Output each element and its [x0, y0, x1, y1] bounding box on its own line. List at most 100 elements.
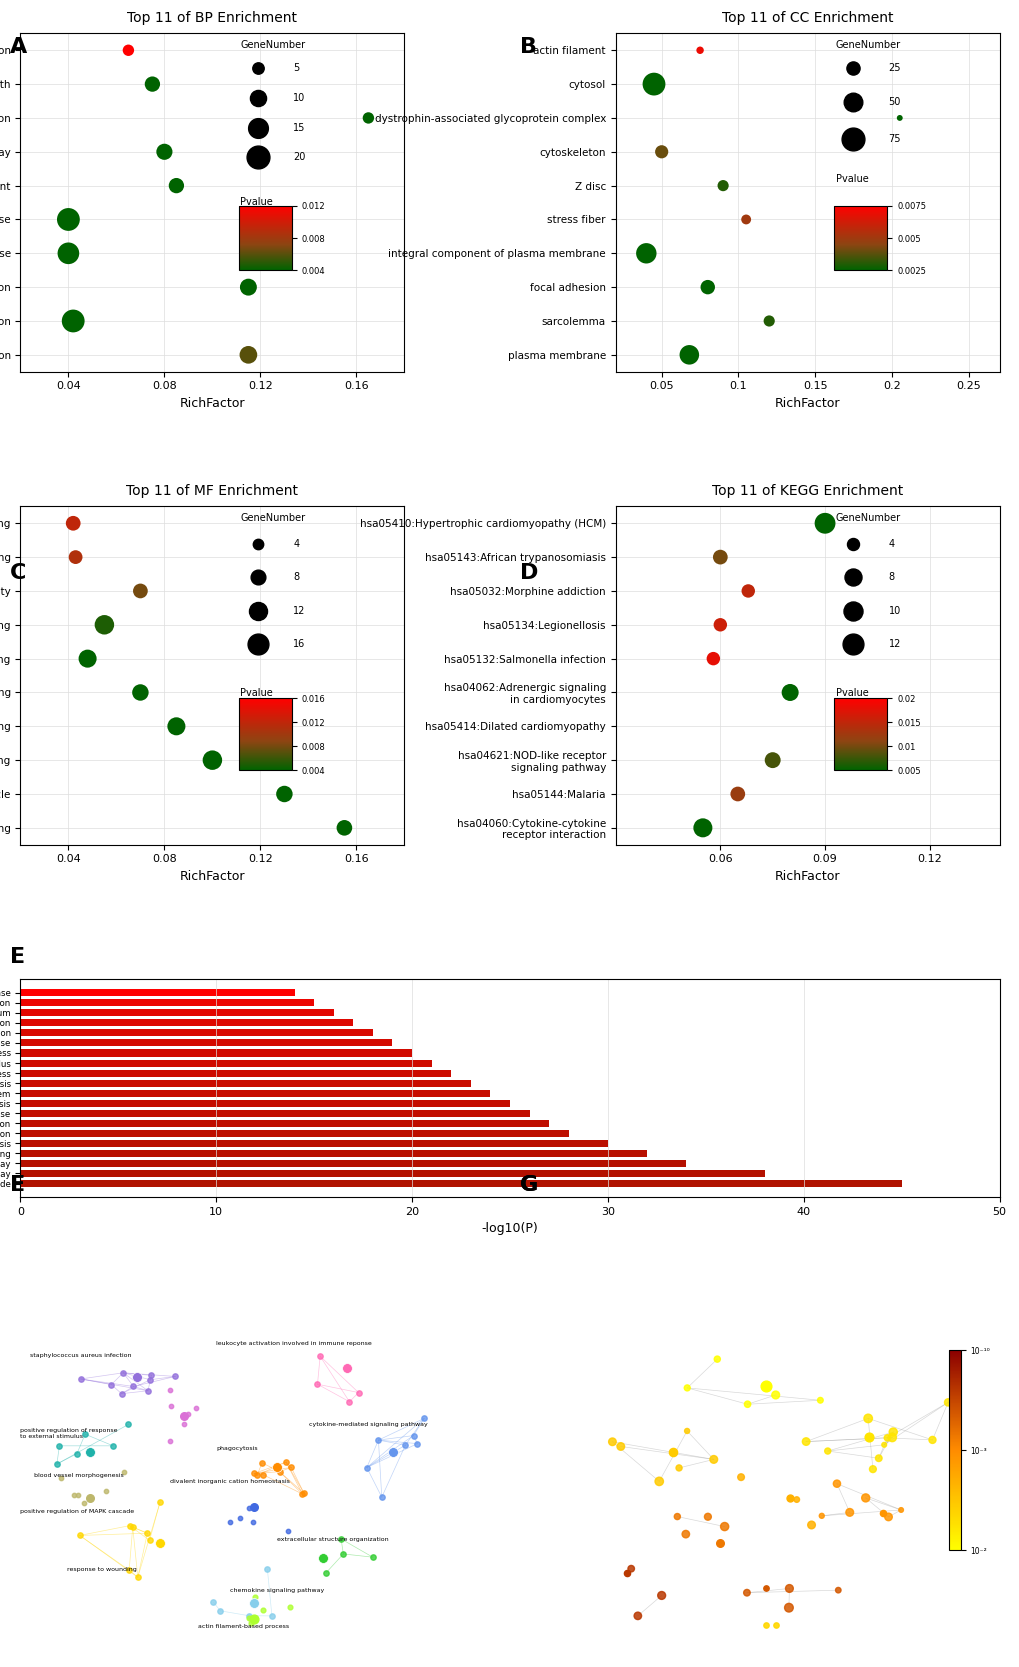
Point — [255, 1462, 271, 1489]
Point — [60, 240, 76, 267]
Point — [113, 1380, 129, 1407]
Point — [653, 1582, 669, 1609]
Point — [309, 1370, 325, 1397]
Point — [623, 1555, 639, 1582]
Point — [350, 1379, 366, 1405]
Point — [359, 1454, 375, 1480]
Point — [139, 1520, 155, 1547]
Point — [767, 1612, 784, 1639]
Point — [645, 70, 661, 97]
Point — [276, 780, 292, 807]
Point — [246, 1494, 262, 1520]
Point — [714, 172, 731, 198]
Text: C: C — [10, 563, 26, 583]
X-axis label: RichFactor: RichFactor — [179, 870, 245, 884]
Point — [416, 1405, 432, 1432]
Point — [318, 1559, 334, 1585]
Text: leukocyte activation involved in immune reponse: leukocyte activation involved in immune … — [216, 1340, 372, 1345]
Bar — [20, 1040, 392, 1047]
Point — [120, 1412, 137, 1439]
Point — [370, 1427, 386, 1454]
Point — [72, 1365, 89, 1392]
Bar — [20, 1170, 764, 1177]
Text: chemokine signaling pathway: chemokine signaling pathway — [230, 1589, 324, 1594]
Point — [612, 1434, 629, 1460]
Point — [162, 1377, 178, 1404]
Point — [857, 1485, 873, 1512]
Point — [860, 1424, 876, 1450]
Point — [704, 645, 720, 672]
Text: staphylococcus aureus infection: staphylococcus aureus infection — [30, 1352, 131, 1357]
Point — [699, 273, 715, 300]
Point — [212, 1597, 228, 1624]
Point — [653, 138, 669, 165]
Point — [179, 1400, 196, 1427]
Point — [691, 37, 707, 63]
Point — [271, 1459, 287, 1485]
Title: Top 11 of MF Enrichment: Top 11 of MF Enrichment — [126, 483, 299, 498]
Point — [245, 1509, 261, 1535]
Point — [891, 105, 907, 132]
Point — [884, 1419, 901, 1445]
Point — [694, 815, 710, 842]
Point — [51, 1432, 67, 1459]
Point — [168, 172, 184, 198]
X-axis label: RichFactor: RichFactor — [179, 397, 245, 410]
Bar — [20, 1180, 901, 1187]
X-axis label: RichFactor: RichFactor — [774, 397, 840, 410]
Point — [142, 1367, 158, 1394]
Point — [259, 1555, 275, 1582]
Point — [103, 1372, 119, 1399]
Point — [67, 543, 84, 570]
Text: blood vessel morphogenesis: blood vessel morphogenesis — [35, 1472, 124, 1477]
Point — [128, 1364, 145, 1390]
Point — [841, 1499, 857, 1525]
Point — [205, 1589, 221, 1615]
Point — [163, 1392, 179, 1419]
Point — [240, 1602, 257, 1629]
Point — [175, 1402, 192, 1429]
Point — [144, 70, 160, 97]
Point — [76, 1420, 93, 1447]
Point — [757, 1612, 773, 1639]
Point — [246, 1605, 262, 1632]
Point — [152, 1530, 168, 1557]
Point — [204, 747, 220, 773]
Bar — [20, 1090, 490, 1097]
Point — [65, 308, 82, 335]
Point — [221, 1509, 237, 1535]
Point — [53, 1464, 69, 1490]
Point — [71, 1522, 88, 1549]
X-axis label: -log10(P): -log10(P) — [481, 1222, 538, 1235]
Point — [255, 1597, 271, 1624]
Point — [705, 1445, 721, 1472]
Point — [780, 1594, 796, 1620]
Point — [766, 1382, 783, 1409]
Point — [813, 1502, 829, 1529]
Bar — [20, 1080, 471, 1087]
Title: Top 11 of KEGG Enrichment: Top 11 of KEGG Enrichment — [711, 483, 903, 498]
Point — [923, 1427, 940, 1454]
Point — [618, 1560, 634, 1587]
Point — [240, 273, 257, 300]
Text: positive regulation of MAPK cascade: positive regulation of MAPK cascade — [20, 1509, 135, 1514]
Bar — [20, 1070, 450, 1077]
Point — [264, 1602, 280, 1629]
Point — [277, 1449, 293, 1475]
Point — [679, 1417, 695, 1444]
Point — [120, 37, 137, 63]
Point — [143, 1362, 159, 1389]
Point — [60, 207, 76, 233]
Point — [132, 678, 149, 705]
Point — [892, 1497, 908, 1524]
Point — [760, 308, 776, 335]
Point — [782, 678, 798, 705]
Point — [83, 1439, 99, 1465]
Point — [603, 1429, 620, 1455]
Point — [96, 612, 112, 638]
Bar — [20, 999, 314, 1007]
Point — [336, 815, 353, 842]
Point — [811, 1387, 827, 1414]
Point — [83, 1484, 99, 1510]
Bar — [20, 1130, 569, 1137]
